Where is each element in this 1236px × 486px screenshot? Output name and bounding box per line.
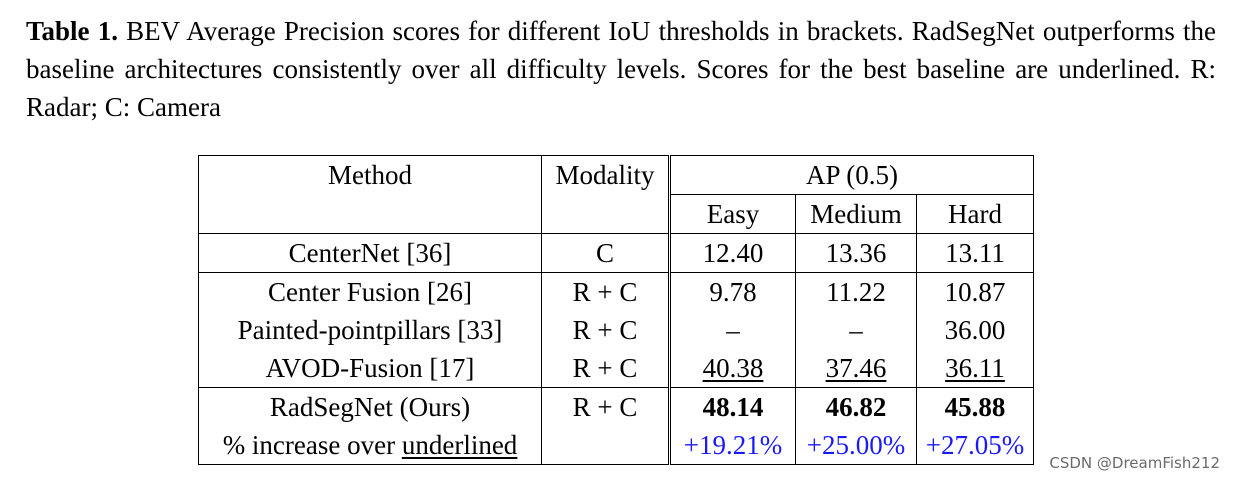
table-row-ours: RadSegNet (Ours) R + C 48.14 46.82 45.88 bbox=[198, 387, 1034, 426]
method-cell: Painted-pointpillars [33] bbox=[198, 311, 542, 349]
header-medium: Medium bbox=[795, 194, 917, 234]
increase-hard: +27.05% bbox=[916, 426, 1034, 465]
easy-cell: 12.40 bbox=[669, 233, 796, 273]
hard-cell-underlined: 36.11 bbox=[916, 349, 1034, 388]
header-hard: Hard bbox=[916, 194, 1034, 234]
increase-label-underlined: underlined bbox=[401, 430, 518, 460]
modality-cell: R + C bbox=[541, 387, 671, 426]
modality-cell: C bbox=[541, 233, 671, 273]
easy-cell-underlined: 40.38 bbox=[669, 349, 796, 388]
header-method: Method bbox=[198, 155, 542, 195]
hard-cell: 36.00 bbox=[916, 311, 1034, 349]
header-easy: Easy bbox=[669, 194, 796, 234]
medium-cell-best: 46.82 bbox=[795, 387, 917, 426]
increase-row: % increase over underlined +19.21% +25.0… bbox=[198, 426, 1034, 465]
underlined-value: 40.38 bbox=[702, 353, 764, 383]
modality-cell: R + C bbox=[541, 349, 671, 388]
easy-cell: – bbox=[669, 311, 796, 349]
caption-text: BEV Average Precision scores for differe… bbox=[26, 16, 1216, 122]
modality-cell: R + C bbox=[541, 311, 671, 349]
header-modality-empty bbox=[541, 194, 671, 234]
modality-cell: R + C bbox=[541, 272, 671, 311]
table-row: Center Fusion [26] R + C 9.78 11.22 10.8… bbox=[198, 272, 1034, 311]
method-cell: RadSegNet (Ours) bbox=[198, 387, 542, 426]
medium-cell-underlined: 37.46 bbox=[795, 349, 917, 388]
medium-cell: 11.22 bbox=[795, 272, 917, 311]
underlined-value: 36.11 bbox=[945, 353, 1005, 383]
results-table: Method Modality AP (0.5) Easy Medium Har… bbox=[198, 155, 1034, 465]
table-row: CenterNet [36] C 12.40 13.36 13.11 bbox=[198, 233, 1034, 273]
increase-label-prefix: % increase over bbox=[222, 430, 402, 460]
underlined-value: 37.46 bbox=[825, 353, 887, 383]
method-cell: Center Fusion [26] bbox=[198, 272, 542, 311]
hard-cell: 13.11 bbox=[916, 233, 1034, 273]
header-ap: AP (0.5) bbox=[669, 155, 1034, 195]
table-caption: Table 1. BEV Average Precision scores fo… bbox=[26, 12, 1216, 126]
hard-cell-best: 45.88 bbox=[916, 387, 1034, 426]
header-modality: Modality bbox=[541, 155, 671, 195]
header-method-empty bbox=[198, 194, 542, 234]
method-cell: CenterNet [36] bbox=[198, 233, 542, 273]
table-row: AVOD-Fusion [17] R + C 40.38 37.46 36.11 bbox=[198, 349, 1034, 388]
caption-label: Table 1. bbox=[26, 16, 118, 46]
increase-easy: +19.21% bbox=[669, 426, 796, 465]
method-cell: AVOD-Fusion [17] bbox=[198, 349, 542, 388]
medium-cell: 13.36 bbox=[795, 233, 917, 273]
easy-cell: 9.78 bbox=[669, 272, 796, 311]
increase-label: % increase over underlined bbox=[198, 426, 542, 465]
watermark: CSDN @DreamFish212 bbox=[1049, 454, 1220, 472]
hard-cell: 10.87 bbox=[916, 272, 1034, 311]
subheader-row: Easy Medium Hard bbox=[198, 194, 1034, 234]
increase-modality-empty bbox=[541, 426, 671, 465]
table-row: Painted-pointpillars [33] R + C – – 36.0… bbox=[198, 311, 1034, 349]
medium-cell: – bbox=[795, 311, 917, 349]
easy-cell-best: 48.14 bbox=[669, 387, 796, 426]
increase-medium: +25.00% bbox=[795, 426, 917, 465]
header-row: Method Modality AP (0.5) bbox=[198, 155, 1034, 195]
